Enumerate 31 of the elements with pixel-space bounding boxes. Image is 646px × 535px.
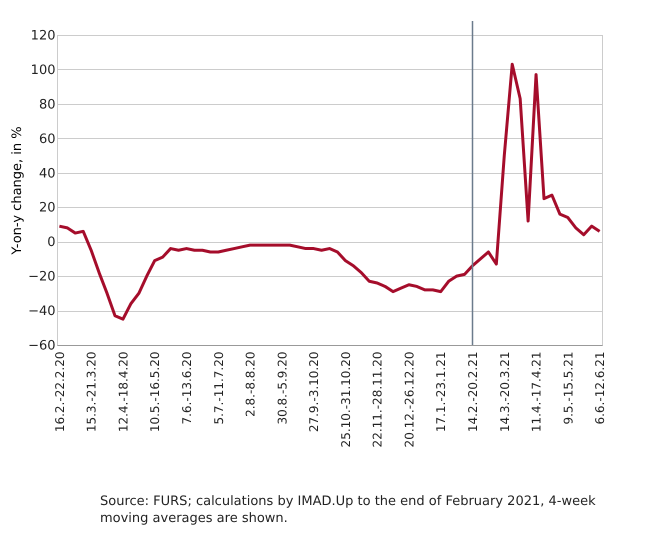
x-tick-label: 17.1.-23.1.21 [434, 352, 448, 432]
x-tick-label: 16.2.-22.2.20 [52, 352, 67, 432]
y-tick-label: 20 [38, 200, 56, 216]
y-tick-label: 40 [38, 166, 56, 182]
x-tick-label: 27.9.-3.10.20 [307, 352, 322, 432]
line-series [58, 62, 602, 321]
x-tick-label: 14.2.-20.2.21 [466, 352, 480, 432]
x-tick-label: 20.12.-26.12.20 [402, 352, 416, 448]
x-tick-label: 5.7.-11.7.20 [212, 352, 226, 425]
y-tick-label: −20 [28, 270, 56, 285]
y-tick-label: 100 [30, 62, 56, 78]
x-tick-label: 7.6.-13.6.20 [180, 352, 194, 425]
y-axis-title: Y-on-y change, in % [10, 126, 26, 256]
source-note: Source: FURS; calculations by IMAD.Up to the end of February 2021, 4-week moving averages are shown. [100, 493, 597, 527]
y-tick-label: −40 [28, 304, 56, 320]
x-tick-label: 6.6.-12.6.21 [593, 352, 608, 425]
x-tick-label: 22.11.-28.11.20 [370, 352, 385, 448]
x-tick-label: 11.4.-17.4.21 [530, 352, 544, 432]
y-tick-label: 0 [47, 235, 56, 250]
x-tick-label: 10.5.-16.5.20 [148, 352, 162, 432]
y-tick-label: −60 [28, 338, 56, 354]
x-tick-label: 15.3.-21.3.20 [84, 352, 99, 432]
x-tick-label: 14.3.-20.3.21 [498, 352, 512, 432]
y-tick-label: 60 [38, 132, 56, 147]
x-tick-label: 30.8.-5.9.20 [275, 352, 290, 425]
y-tick-label: 120 [30, 28, 56, 44]
x-tick-label: 25.10.-31.10.20 [338, 352, 353, 448]
y-tick-label: 80 [38, 97, 56, 112]
x-tick-label: 2.8.-8.8.20 [244, 352, 258, 417]
x-tick-label: 12.4.-18.4.20 [116, 352, 130, 432]
x-tick-label: 9.5.-15.5.21 [561, 352, 576, 425]
